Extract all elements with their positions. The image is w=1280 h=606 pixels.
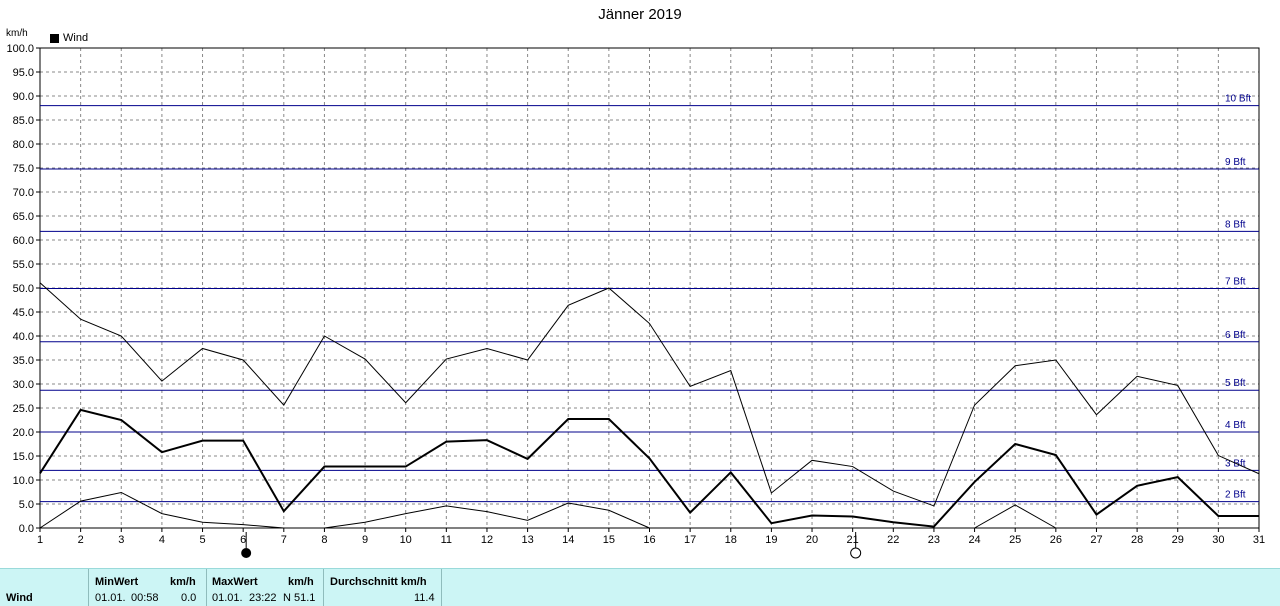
min-value: 0.0: [181, 592, 197, 604]
y-tick-label: 0.0: [19, 523, 34, 535]
y-tick-label: 55.0: [13, 259, 34, 271]
max-time: 23:22: [249, 592, 277, 604]
y-tick-label: 50.0: [13, 283, 34, 295]
x-tick-label: 13: [521, 534, 533, 546]
beaufort-label: 2 Bft: [1225, 490, 1246, 501]
legend-swatch: [50, 33, 59, 43]
y-tick-label: 40.0: [13, 331, 34, 343]
beaufort-label: 10 Bft: [1225, 94, 1251, 105]
max-date: 01.01.: [212, 592, 243, 604]
x-tick-label: 7: [281, 534, 287, 546]
y-axis-unit: km/h: [6, 28, 28, 39]
new-moon-icon: [241, 548, 252, 558]
x-tick-label: 6: [240, 534, 246, 546]
x-tick-label: 11: [441, 534, 452, 546]
x-tick-label: 21: [847, 534, 859, 546]
y-tick-label: 30.0: [13, 379, 34, 391]
x-tick-label: 29: [1172, 534, 1184, 546]
series-line-min: [974, 504, 1057, 529]
y-tick-label: 85.0: [13, 115, 34, 127]
x-tick-label: 14: [562, 534, 574, 546]
beaufort-label: 8 Bft: [1225, 219, 1246, 230]
x-tick-label: 18: [725, 534, 737, 546]
y-tick-label: 100.0: [6, 43, 34, 55]
chart-title: Jänner 2019: [598, 6, 682, 23]
x-tick-label: 27: [1090, 534, 1102, 546]
y-tick-label: 75.0: [13, 163, 34, 175]
x-tick-label: 12: [481, 534, 493, 546]
x-tick-label: 23: [928, 534, 940, 546]
series-line-mean: [39, 408, 1259, 528]
min-date: 01.01.: [95, 592, 126, 604]
y-tick-label: 90.0: [13, 91, 34, 103]
x-tick-label: 22: [887, 534, 899, 546]
y-tick-label: 45.0: [13, 307, 34, 319]
chart-canvas: 2 Bft 3 Bft 4 Bft 5 Bft 6 Bft 7 Bft 8 Bft 9 Bft…: [6, 43, 1265, 559]
avg-header: Durchschnitt km/h: [330, 576, 427, 588]
x-tick-label: 15: [603, 534, 615, 546]
x-tick-label: 31: [1253, 534, 1265, 546]
y-tick-label: 20.0: [13, 427, 34, 439]
y-tick-label: 70.0: [13, 187, 34, 199]
min-unit: km/h: [170, 576, 196, 588]
summary-footer: Wind MinWert km/h 01.01. 00:58 0.0 MaxWe…: [0, 568, 1280, 606]
beaufort-label: 4 Bft: [1225, 420, 1246, 431]
beaufort-label: 7 Bft: [1225, 276, 1246, 287]
x-tick-label: 25: [1009, 534, 1021, 546]
max-header: MaxWert: [212, 576, 258, 588]
x-tick-label: 2: [78, 534, 84, 546]
beaufort-label: 5 Bft: [1225, 378, 1246, 389]
x-tick-label: 19: [765, 534, 777, 546]
min-time: 00:58: [131, 592, 159, 604]
x-tick-label: 10: [400, 534, 412, 546]
series-line-max: [39, 282, 1260, 507]
beaufort-label: 3 Bft: [1225, 458, 1246, 469]
x-tick-label: 9: [362, 534, 368, 546]
x-tick-label: 5: [199, 534, 205, 546]
full-moon-icon: [850, 547, 862, 559]
x-tick-label: 17: [684, 534, 696, 546]
x-tick-label: 8: [321, 534, 327, 546]
min-header: MinWert: [95, 576, 139, 588]
x-tick-label: 30: [1212, 534, 1224, 546]
y-tick-label: 35.0: [13, 355, 34, 367]
x-tick-label: 3: [118, 534, 124, 546]
x-tick-label: 4: [159, 534, 165, 546]
beaufort-label: 9 Bft: [1225, 157, 1246, 168]
y-tick-label: 5.0: [19, 499, 34, 511]
legend-label-wind: Wind: [63, 32, 89, 44]
y-tick-label: 80.0: [13, 139, 34, 151]
y-tick-label: 10.0: [13, 475, 34, 487]
x-tick-label: 24: [968, 534, 980, 546]
footer-row-label: Wind: [6, 592, 33, 604]
y-tick-label: 60.0: [13, 235, 34, 247]
max-unit: km/h: [288, 576, 314, 588]
beaufort-label: 6 Bft: [1225, 330, 1246, 341]
legend: Wind: [50, 32, 88, 44]
max-value: N 51.1: [283, 592, 316, 604]
y-tick-label: 95.0: [13, 67, 34, 79]
x-tick-label: 1: [37, 534, 43, 546]
x-tick-label: 26: [1050, 534, 1062, 546]
y-tick-label: 65.0: [13, 211, 34, 223]
x-tick-label: 28: [1131, 534, 1143, 546]
y-tick-label: 15.0: [13, 451, 34, 463]
x-tick-label: 20: [806, 534, 818, 546]
x-tick-label: 16: [643, 534, 655, 546]
y-tick-label: 25.0: [13, 403, 34, 415]
avg-value: 11.4: [414, 592, 435, 604]
series-line-min: [39, 491, 650, 529]
